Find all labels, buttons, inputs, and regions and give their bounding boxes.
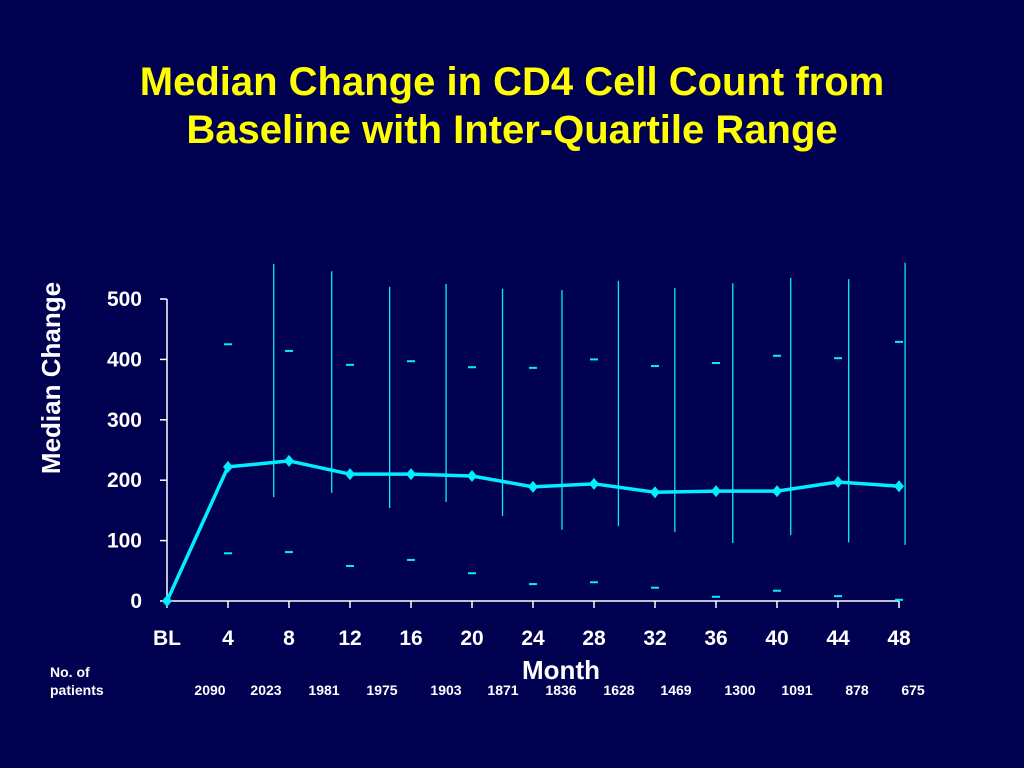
median-point (284, 454, 294, 467)
median-point (528, 480, 538, 493)
x-tick-label: 40 (765, 627, 788, 650)
patient-count: 675 (901, 682, 925, 698)
median-point (833, 476, 843, 489)
x-tick-label: 16 (399, 627, 422, 650)
y-tick-label: 500 (107, 288, 142, 311)
x-tick-label: 12 (338, 627, 361, 650)
patient-count: 1871 (487, 682, 518, 698)
patient-count: 1091 (781, 682, 812, 698)
x-tick-label: 36 (704, 627, 727, 650)
x-tick-label: 8 (283, 627, 295, 650)
median-point (223, 460, 233, 473)
patient-count: 1981 (308, 682, 339, 698)
title-line-1: Median Change in CD4 Cell Count from (139, 60, 885, 104)
patient-count: 1300 (724, 682, 755, 698)
x-tick-label: 24 (521, 627, 545, 650)
x-tick-label: 20 (460, 627, 483, 650)
median-point (589, 477, 599, 490)
y-tick-label: 0 (130, 590, 142, 613)
patient-count: 1836 (545, 682, 576, 698)
x-tick-label: 44 (826, 627, 850, 650)
median-point (711, 485, 721, 498)
patient-count: 1903 (430, 682, 461, 698)
patients-label-line-2: patients (50, 682, 104, 698)
median-point (650, 486, 660, 499)
median-point (894, 480, 904, 493)
y-tick-label: 400 (107, 348, 142, 371)
y-tick-label: 100 (107, 530, 142, 553)
chart-title: Median Change in CD4 Cell Count from Bas… (0, 58, 1024, 154)
x-axis-label: Month (522, 655, 600, 685)
median-point (162, 595, 172, 607)
title-line-2: Baseline with Inter-Quartile Range (186, 108, 838, 152)
patient-count: 2090 (194, 682, 225, 698)
patient-count: 1469 (660, 682, 691, 698)
patient-count: 1628 (603, 682, 634, 698)
median-point (772, 485, 782, 498)
median-point (345, 468, 355, 481)
y-axis-label: Median Change (36, 282, 66, 474)
y-tick-label: 200 (107, 469, 142, 492)
patient-count: 878 (845, 682, 869, 698)
y-tick-label: 300 (107, 409, 142, 432)
median-point (467, 469, 477, 482)
x-tick-label: 28 (582, 627, 606, 650)
x-tick-label: 4 (222, 627, 234, 650)
patient-count: 2023 (250, 682, 281, 698)
x-tick-label: 48 (887, 627, 911, 650)
x-tick-label: BL (153, 627, 181, 650)
median-point (406, 468, 416, 481)
x-tick-label: 32 (643, 627, 666, 650)
patient-count: 1975 (366, 682, 397, 698)
patients-label-line-1: No. of (50, 664, 90, 680)
